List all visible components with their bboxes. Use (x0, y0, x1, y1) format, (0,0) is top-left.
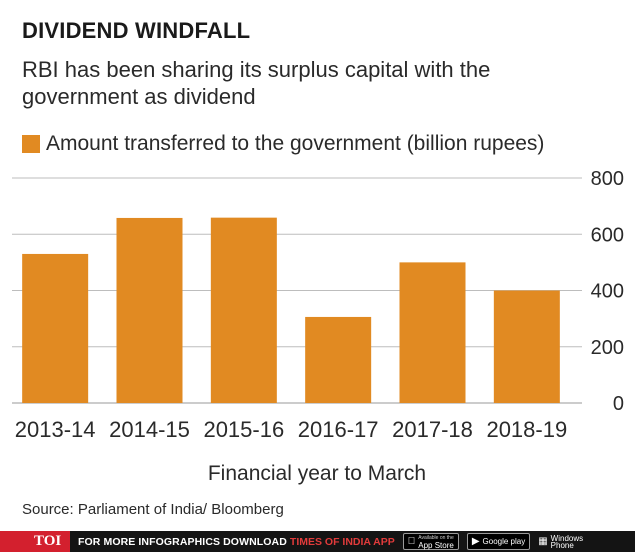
legend-swatch (22, 135, 40, 153)
app-store-big-text: App Store (410, 540, 454, 550)
y-tick-label: 800 (591, 168, 624, 190)
bar-chart: 0 200 400 600 800 2013-14 2014-15 2015-16 2016-1… (12, 168, 624, 485)
source-note: Source: Parliament of India/ Bloomberg (22, 501, 284, 518)
x-tick-label: 2016-17 (298, 417, 379, 442)
footer-app-name[interactable]: TIMES OF INDIA APP (289, 535, 395, 548)
google-play-badge[interactable]: ▶ Google play (464, 533, 531, 550)
y-tick-label: 0 (613, 393, 624, 415)
toi-logo[interactable]: TOI (0, 531, 70, 552)
legend-label: Amount transferred to the government (bi… (46, 132, 545, 155)
legend: Amount transferred to the government (bi… (22, 132, 544, 156)
x-tick-label: 2017-18 (392, 417, 473, 442)
chart-subtitle: RBI has been sharing its surplus capital… (22, 57, 491, 109)
footer-banner: TOI FOR MORE INFOGRAPHICS DOWNLOAD TIMES… (0, 531, 635, 552)
windows-text: Windows (543, 533, 583, 543)
google-play-text: Google play (475, 537, 526, 546)
bar (210, 217, 277, 403)
x-tick-label: 2018-19 (486, 417, 567, 442)
bar (22, 253, 89, 403)
y-tick-label: 200 (591, 337, 624, 359)
x-tick-label: 2014-15 (109, 417, 190, 442)
chart-title: DIVIDEND WINDFALL (22, 18, 251, 43)
y-tick-label: 600 (591, 224, 624, 246)
x-tick-label: 2015-16 (203, 417, 284, 442)
windows-icon: ▦ (530, 536, 547, 547)
app-store-small-text: Available on the (410, 534, 454, 541)
bar (493, 290, 560, 403)
app-store-badge[interactable]:  Available on the App Store (402, 533, 459, 550)
google-play-icon: ▶ (464, 536, 480, 547)
x-tick-label: 2013-14 (15, 417, 96, 442)
y-tick-label: 400 (591, 281, 624, 303)
phone-text: Phone (543, 540, 574, 550)
bar (399, 262, 466, 403)
apple-icon:  (408, 537, 416, 547)
bar (116, 217, 183, 403)
bar (305, 316, 372, 403)
windows-phone-badge[interactable]: ▦ Windows Phone (538, 534, 583, 549)
footer-text: FOR MORE INFOGRAPHICS DOWNLOAD (78, 535, 287, 548)
x-axis-label: Financial year to March (208, 462, 426, 485)
